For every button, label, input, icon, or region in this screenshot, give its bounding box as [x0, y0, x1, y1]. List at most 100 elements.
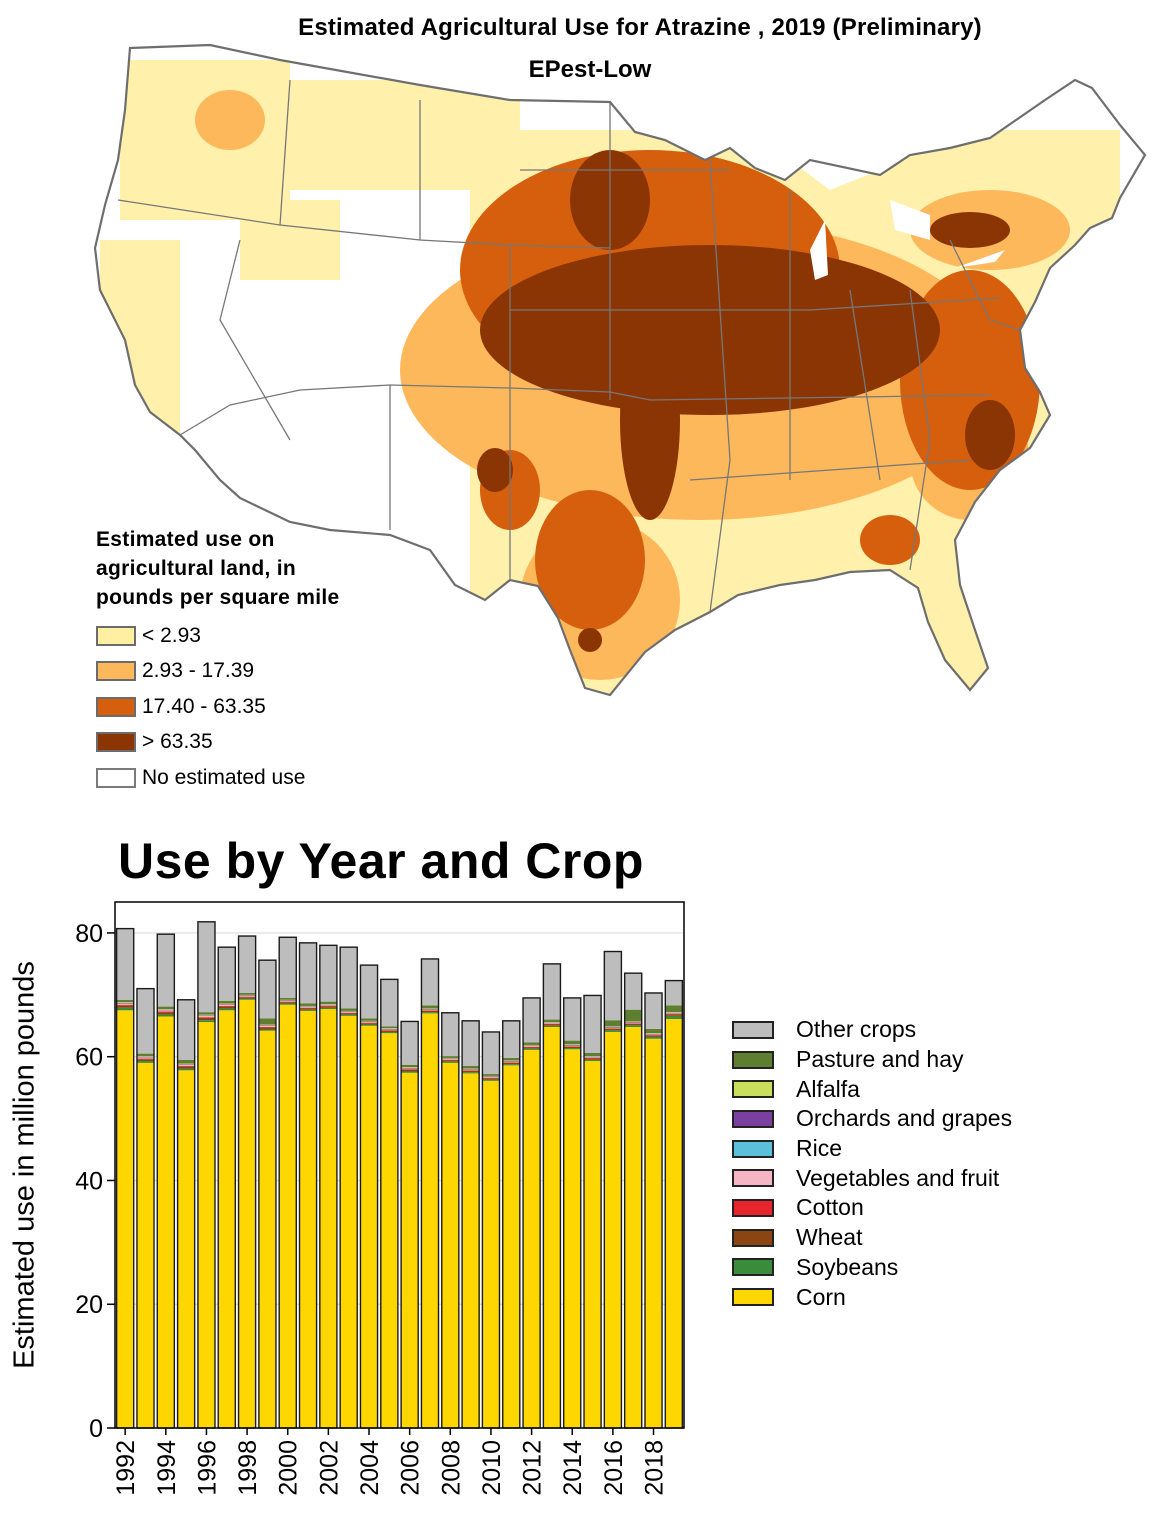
bar-segment: [523, 1045, 540, 1046]
bar-segment: [137, 1059, 154, 1061]
bar-segment: [137, 1063, 154, 1428]
bar-segment: [401, 1068, 418, 1069]
bar-segment: [340, 1015, 357, 1016]
bar-segment: [300, 1006, 317, 1007]
bar-segment: [381, 1026, 398, 1028]
bar-segment: [482, 1078, 499, 1079]
bar-segment: [543, 1023, 560, 1024]
bar-segment: [665, 1013, 682, 1014]
bar-segment: [645, 1033, 662, 1034]
chart-legend-label: Pasture and hay: [796, 1046, 964, 1073]
bar-segment: [198, 1020, 215, 1022]
bar-segment: [157, 1015, 174, 1017]
bar-segment: [523, 1049, 540, 1050]
bar-segment: [239, 995, 256, 996]
bar-segment: [462, 1071, 479, 1072]
bar-segment: [381, 1032, 398, 1033]
bar-segment: [645, 1036, 662, 1037]
bar-segment: [300, 1010, 317, 1011]
bar-segment: [564, 1048, 581, 1049]
bar-segment: [157, 1007, 174, 1009]
bar-segment: [564, 1044, 581, 1045]
bar-segment: [442, 1013, 459, 1056]
bar-segment: [645, 1035, 662, 1036]
bar-segment: [117, 1003, 134, 1004]
bar-segment: [421, 1005, 438, 1008]
bar-segment: [381, 1033, 398, 1428]
bar-segment: [218, 947, 235, 1001]
bar-segment: [239, 995, 256, 996]
chart-legend-swatch: [732, 1051, 774, 1069]
bar-segment: [320, 1008, 337, 1009]
bar-segment: [584, 1059, 601, 1060]
bar-segment: [421, 1010, 438, 1011]
bar-segment: [462, 1070, 479, 1071]
bar-segment: [442, 1056, 459, 1058]
bar-segment: [178, 1000, 195, 1060]
bar-segment: [523, 1042, 540, 1044]
bar-segment: [625, 1027, 642, 1428]
bar-segment: [259, 1031, 276, 1428]
bar-segment: [340, 1013, 357, 1014]
bar-segment: [503, 1021, 520, 1058]
bar-segment: [584, 1061, 601, 1428]
bar-segment: [300, 1007, 317, 1008]
bar-segment: [604, 1028, 621, 1029]
chart-legend-swatch: [732, 1169, 774, 1187]
bar-segment: [218, 1003, 235, 1004]
bar-segment: [218, 1008, 235, 1010]
bar-segment: [218, 1010, 235, 1428]
bar-segment: [482, 1032, 499, 1074]
bar-segment: [645, 1034, 662, 1035]
x-tick-label: 2012: [519, 1440, 547, 1496]
bar-segment: [543, 1022, 560, 1023]
bar-segment: [665, 1005, 682, 1012]
bar-segment: [442, 1059, 459, 1060]
chart-legend-item: Orchards and grapes: [732, 1104, 1012, 1134]
bar-segment: [421, 1013, 438, 1428]
x-tick-label: 2008: [437, 1440, 465, 1496]
bar-segment: [503, 1061, 520, 1062]
bar-segment: [320, 945, 337, 1001]
bar-segment: [442, 1060, 459, 1061]
bar-segment: [625, 1010, 642, 1022]
chart-legend-label: Rice: [796, 1135, 842, 1162]
bar-segment: [421, 1010, 438, 1011]
bar-segment: [503, 1062, 520, 1063]
bar-segment: [340, 1013, 357, 1014]
bar-segment: [117, 1010, 134, 1428]
y-tick-label: 0: [89, 1415, 103, 1443]
bar-segment: [360, 1025, 377, 1026]
bar-segment: [239, 936, 256, 993]
bar-segment: [239, 997, 256, 998]
bar-segment: [198, 1015, 215, 1016]
bar-segment: [198, 922, 215, 1012]
bar-segment: [300, 1011, 317, 1428]
chart-legend-label: Soybeans: [796, 1254, 898, 1281]
bar-segment: [584, 1060, 601, 1061]
chart-legend-label: Cotton: [796, 1194, 864, 1221]
bar-segment: [239, 1000, 256, 1428]
bar-segment: [604, 1020, 621, 1026]
bar-segment: [482, 1077, 499, 1078]
bar-segment: [665, 1019, 682, 1428]
bar-segment: [462, 1072, 479, 1073]
bar-segment: [381, 1029, 398, 1030]
bar-segment: [239, 996, 256, 997]
bar-segment: [645, 1029, 662, 1033]
y-tick-label: 40: [75, 1167, 103, 1195]
bar-segment: [259, 1026, 276, 1027]
bar-segment: [482, 1077, 499, 1078]
bar-segment: [523, 998, 540, 1043]
bar-segment: [157, 1012, 174, 1014]
bar-segment: [218, 1001, 235, 1003]
bar-segment: [178, 1067, 195, 1069]
bar-segment: [665, 1016, 682, 1019]
bar-segment: [503, 1060, 520, 1061]
chart-legend-label: Corn: [796, 1284, 846, 1311]
bar-segment: [482, 1080, 499, 1081]
bar-segment: [523, 1047, 540, 1048]
bar-segment: [360, 1026, 377, 1428]
bar-segment: [279, 937, 296, 998]
bar-segment: [645, 1039, 662, 1428]
